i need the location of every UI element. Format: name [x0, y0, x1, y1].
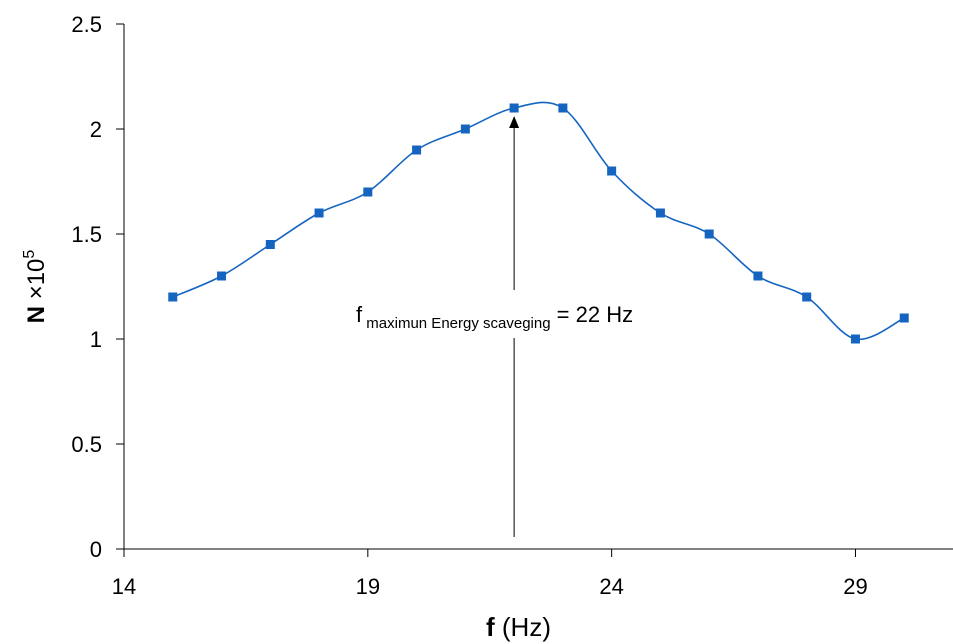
- data-point: [655, 208, 665, 218]
- data-point: [850, 334, 860, 344]
- data-point: [899, 313, 909, 323]
- y-tick-label: 0: [90, 537, 102, 562]
- y-tick-label: 2.5: [71, 12, 102, 37]
- data-point: [168, 292, 178, 302]
- x-tick-label: 19: [356, 574, 380, 599]
- data-point: [558, 103, 568, 113]
- data-point: [217, 271, 227, 281]
- y-tick-label: 2: [90, 117, 102, 142]
- y-axis-label: N ×105: [21, 250, 50, 324]
- data-point: [802, 292, 812, 302]
- series-markers: [168, 103, 909, 344]
- data-point: [265, 240, 275, 249]
- data-point: [412, 145, 422, 155]
- data-point: [460, 124, 470, 134]
- data-point: [509, 103, 519, 113]
- data-point: [704, 229, 714, 239]
- y-tick-label: 1.5: [71, 222, 102, 247]
- y-axis-ticks: 0 0.5 1 1.5 2 2.5: [71, 12, 124, 562]
- series-line: [172, 101, 905, 341]
- data-point: [607, 166, 617, 176]
- data-point: [363, 187, 373, 197]
- x-tick-label: 24: [599, 574, 623, 599]
- y-tick-label: 1: [90, 327, 102, 352]
- x-axis-ticks: 14 19 24 29: [112, 549, 868, 599]
- annotation-arrowhead: [509, 116, 520, 128]
- x-axis-label: f (Hz): [486, 612, 551, 642]
- data-point: [753, 271, 763, 281]
- y-tick-label: 0.5: [71, 432, 102, 457]
- annotation-label: f maximun Energy scaveging = 22 Hz: [356, 302, 633, 332]
- x-tick-label: 14: [112, 574, 136, 599]
- x-tick-label: 29: [843, 574, 867, 599]
- data-point: [314, 208, 324, 218]
